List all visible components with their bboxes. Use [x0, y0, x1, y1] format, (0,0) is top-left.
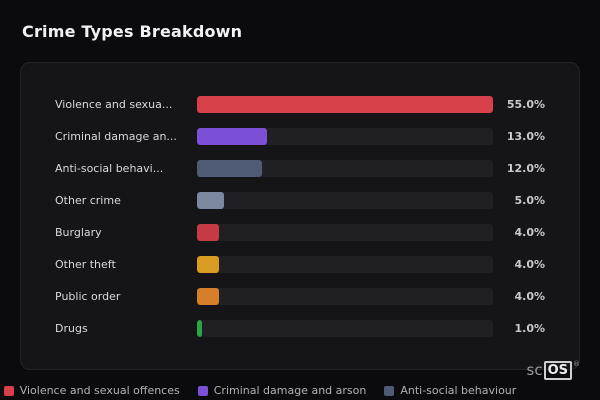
- bar-value-label: 13.0%: [506, 129, 545, 143]
- logo-registered-mark: ®: [573, 360, 580, 368]
- legend-label: Violence and sexual offences: [19, 384, 180, 397]
- bar-category-label: Criminal damage an...: [55, 129, 177, 143]
- legend-swatch: [197, 385, 208, 396]
- scos-logo: sc OS ®: [527, 361, 580, 380]
- bar-row: Anti-social behavi... 12.0%: [55, 152, 545, 184]
- bar-category-label: Anti-social behavi...: [55, 161, 164, 175]
- bar[interactable]: [197, 127, 267, 145]
- chart-legend: Violence and sexual offences Criminal dam…: [0, 384, 520, 397]
- bar-category-label: Other crime: [55, 193, 121, 207]
- bar-category-label: Drugs: [55, 321, 88, 335]
- bar-value-label: 5.0%: [514, 193, 545, 207]
- bar[interactable]: [197, 223, 219, 241]
- bar[interactable]: [197, 95, 493, 113]
- legend-swatch: [3, 385, 14, 396]
- legend-item[interactable]: Violence and sexual offences: [3, 384, 180, 397]
- bar-row: Other theft 4.0%: [55, 248, 545, 280]
- bar[interactable]: [197, 319, 203, 337]
- bar-track: [197, 191, 493, 209]
- bar-category-label: Burglary: [55, 225, 102, 239]
- legend-label: Criminal damage and arson: [213, 384, 367, 397]
- bar-category-label: Public order: [55, 289, 121, 303]
- bar-value-label: 4.0%: [514, 257, 545, 271]
- bar-value-label: 4.0%: [514, 225, 545, 239]
- bar-track: [197, 159, 493, 177]
- bar-row: Violence and sexua... 55.0%: [55, 88, 545, 120]
- legend-swatch: [384, 385, 395, 396]
- bar-chart: Violence and sexua... 55.0% Criminal damag…: [55, 88, 545, 344]
- bar-category-label: Violence and sexua...: [55, 97, 173, 111]
- bar[interactable]: [197, 255, 219, 273]
- bar-value-label: 4.0%: [514, 289, 545, 303]
- bar[interactable]: [197, 191, 224, 209]
- bar-row: Other crime 5.0%: [55, 184, 545, 216]
- bar-row: Burglary 4.0%: [55, 216, 545, 248]
- bar-track: [197, 127, 493, 145]
- bar-row: Drugs 1.0%: [55, 312, 545, 344]
- bar[interactable]: [197, 159, 262, 177]
- bar-category-label: Other theft: [55, 257, 116, 271]
- bar-value-label: 55.0%: [506, 97, 545, 111]
- bar-track: [197, 95, 493, 113]
- bar-track: [197, 255, 493, 273]
- bar-row: Criminal damage an... 13.0%: [55, 120, 545, 152]
- legend-item[interactable]: Criminal damage and arson: [197, 384, 367, 397]
- bar-track: [197, 287, 493, 305]
- bar-track: [197, 319, 493, 337]
- logo-text-os: OS: [543, 361, 572, 380]
- page-title: Crime Types Breakdown: [22, 22, 243, 41]
- logo-text-sc: sc: [526, 361, 543, 379]
- bar-value-label: 12.0%: [506, 161, 545, 175]
- chart-card: Violence and sexua... 55.0% Criminal damag…: [20, 62, 580, 370]
- bar-track: [197, 223, 493, 241]
- bar-value-label: 1.0%: [514, 321, 545, 335]
- legend-item[interactable]: Anti-social behaviour: [384, 384, 516, 397]
- bar[interactable]: [197, 287, 219, 305]
- bar-row: Public order 4.0%: [55, 280, 545, 312]
- legend-label: Anti-social behaviour: [400, 384, 517, 397]
